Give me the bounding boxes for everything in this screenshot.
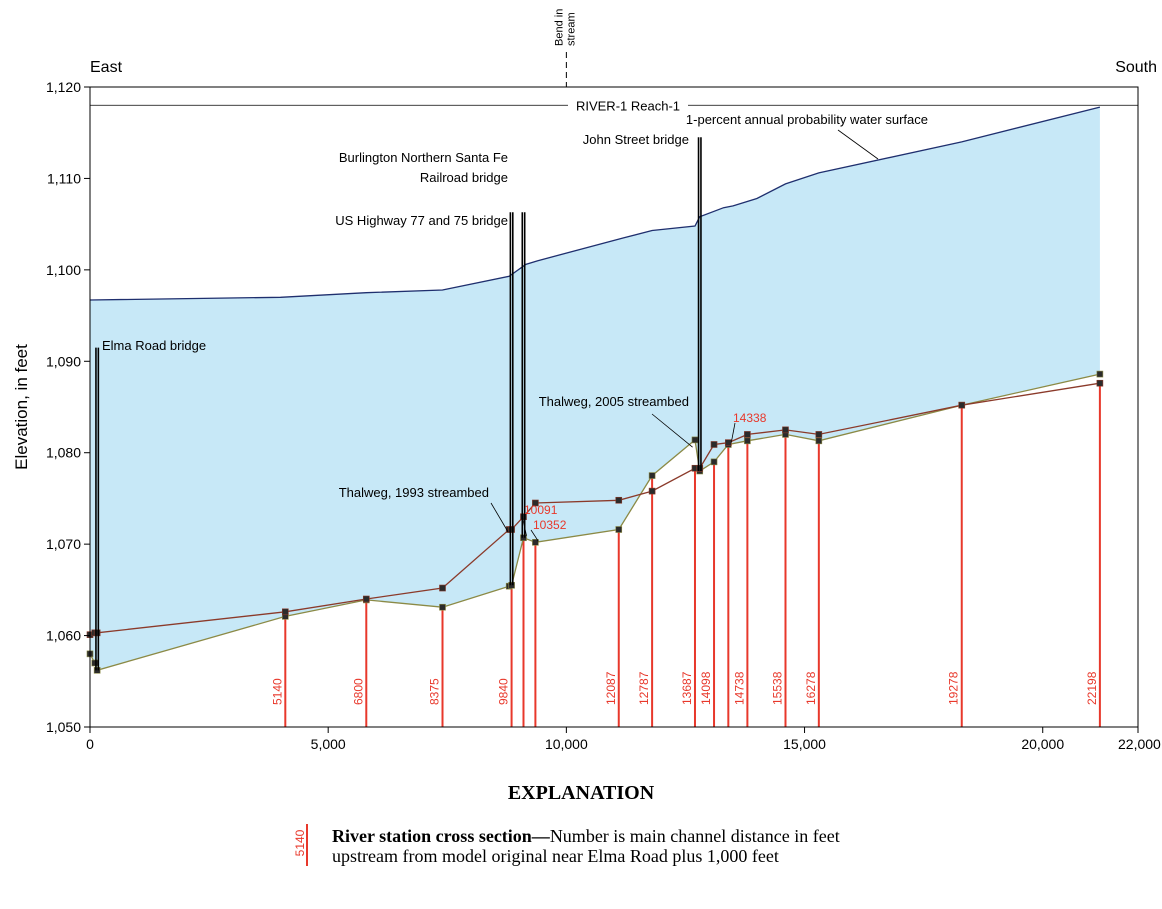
cross-section-label: 19278: [947, 671, 961, 705]
annotation-thalweg-2005: Thalweg, 2005 streambed: [539, 394, 689, 409]
thalweg-2005-point: [648, 472, 656, 479]
annotation-leader: [651, 413, 693, 448]
thalweg-1993-point: [744, 431, 751, 438]
profile-chart: RIVER-1 Reach-1 Bend in stream East South 1,0…: [12, 9, 1161, 760]
legend-title: EXPLANATION: [507, 782, 655, 804]
thalweg-1993-point: [362, 595, 370, 603]
thalweg-1993-point: [439, 584, 446, 592]
cross-section-label: 14738: [732, 671, 746, 705]
legend-line2: upstream from model original near Elma R…: [332, 846, 779, 866]
x-axis-label: Main channel distance upstream from Elma…: [360, 757, 788, 760]
thalweg-2005-point: [532, 539, 539, 546]
cross-section-label: 6800: [351, 678, 365, 705]
legend-line1: Number is main channel distance in feet: [549, 826, 840, 846]
x-tick-label: 22,000: [1118, 736, 1161, 752]
cross-section-label: 9840: [497, 678, 511, 705]
reach-label: RIVER-1 Reach-1: [576, 98, 680, 113]
thalweg-2005-point: [520, 534, 527, 542]
thalweg-2005-point: [1096, 370, 1104, 378]
thalweg-1993-point: [648, 487, 656, 495]
thalweg-2005-point: [91, 659, 99, 667]
annotation-bnsf-bridge-line2: Railroad bridge: [420, 170, 508, 185]
thalweg-2005-point: [815, 437, 823, 445]
x-tick-label: 0: [86, 736, 94, 752]
thalweg-1993-point: [520, 513, 527, 521]
y-axis-label: Elevation, in feet: [12, 344, 31, 470]
thalweg-1993-point: [725, 439, 732, 446]
thalweg-2005-point: [93, 667, 101, 674]
thalweg-1993-point: [282, 608, 289, 616]
thalweg-2005-point: [439, 603, 446, 611]
thalweg-2005-point: [691, 436, 699, 444]
thalweg-1993-point: [1096, 379, 1104, 387]
cross-section-label: 22198: [1085, 671, 1099, 705]
water-area: [90, 107, 1100, 671]
x-tick-label: 5,000: [311, 736, 346, 752]
corner-label-south: South: [1115, 59, 1157, 76]
cross-section-label: 12087: [604, 671, 618, 705]
annotation-water-surface: 1-percent annual probability water surfa…: [686, 112, 928, 127]
y-tick-label: 1,100: [46, 262, 81, 278]
annotation-leader: [490, 502, 509, 533]
thalweg-2005-point: [710, 458, 718, 466]
cross-section-label: 10352: [533, 518, 567, 532]
y-tick-label: 1,050: [46, 719, 81, 735]
water-surface-line: [89, 106, 1101, 301]
y-tick-label: 1,110: [47, 170, 81, 186]
callout-leader: [730, 422, 736, 443]
legend-swatch-code: 5140: [293, 829, 307, 857]
annotation-us77-bridge: US Highway 77 and 75 bridge: [335, 213, 508, 228]
thalweg-1993-point: [958, 401, 966, 409]
cross-section-label: 5140: [270, 678, 284, 705]
legend: EXPLANATION 5140 River station cross sec…: [0, 760, 1162, 909]
corner-label-east: East: [90, 59, 123, 76]
cross-section-label: 8375: [428, 678, 442, 705]
x-tick-label: 15,000: [783, 736, 826, 752]
annotation-elma-bridge: Elma Road bridge: [102, 338, 206, 353]
legend-heading: River station cross section—: [332, 826, 550, 846]
bend-label-line2: stream: [565, 12, 577, 46]
cross-section-label: 14098: [699, 671, 713, 705]
thalweg-1993-point: [508, 526, 515, 533]
annotation-leader: [837, 129, 879, 160]
thalweg-2005-point: [744, 437, 751, 445]
thalweg-1993-point: [696, 464, 704, 472]
cross-section-label: 14338: [733, 411, 767, 425]
y-tick-label: 1,120: [46, 79, 81, 95]
thalweg-2005-point: [615, 526, 623, 533]
cross-section-label: 15538: [770, 671, 784, 705]
thalweg-1993-point: [782, 426, 789, 434]
thalweg-1993-point: [93, 629, 101, 637]
y-tick-label: 1,060: [46, 628, 81, 644]
cross-section-label: 10091: [524, 503, 558, 517]
thalweg-1993-point: [615, 496, 623, 504]
x-tick-label: 20,000: [1021, 736, 1064, 752]
legend-description: River station cross section—Number is ma…: [332, 826, 1032, 866]
thalweg-2005-point: [508, 581, 515, 589]
annotation-bnsf-bridge-line1: Burlington Northern Santa Fe: [339, 150, 508, 165]
cross-section-label: 13687: [680, 671, 694, 705]
x-tick-label: 10,000: [545, 736, 588, 752]
callout-leader: [521, 514, 527, 536]
thalweg-1993-point: [710, 441, 718, 448]
thalweg-1993-point: [532, 499, 539, 507]
thalweg-1993-point: [815, 431, 823, 438]
plot-frame: [89, 86, 1139, 728]
annotation-thalweg-1993: Thalweg, 1993 streambed: [339, 485, 489, 500]
bend-label-line1: Bend in: [553, 9, 565, 46]
y-tick-label: 1,070: [46, 536, 81, 552]
cross-section-label: 12787: [637, 671, 651, 705]
y-tick-label: 1,080: [46, 445, 81, 461]
legend-cross-section-swatch: [306, 824, 308, 866]
annotation-john-bridge: John Street bridge: [583, 132, 689, 147]
callout-leader: [530, 529, 539, 542]
cross-section-label: 16278: [804, 671, 818, 705]
y-tick-label: 1,090: [46, 353, 81, 369]
